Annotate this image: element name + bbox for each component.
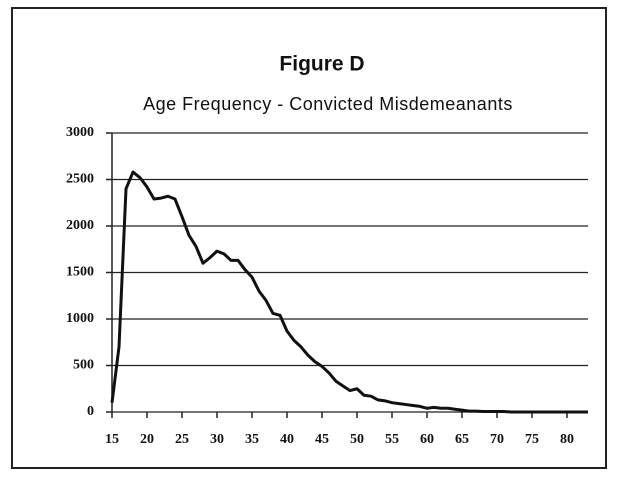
- x-tick-label: 15: [105, 432, 119, 447]
- x-tick-label: 50: [350, 432, 364, 447]
- data-line: [110, 170, 588, 414]
- y-tick-label: 1500: [66, 265, 94, 280]
- x-tick-label: 70: [490, 432, 504, 447]
- y-tick-label: 500: [73, 358, 94, 373]
- y-tick-label: 1000: [66, 311, 94, 326]
- x-tick-label: 80: [560, 432, 574, 447]
- x-tick-label: 55: [385, 432, 399, 447]
- chart-title: Figure D: [279, 53, 364, 76]
- y-tick-label: 3000: [66, 125, 94, 140]
- x-tick-label: 40: [280, 432, 294, 447]
- x-tick-label: 65: [455, 432, 469, 447]
- x-tick-label: 25: [175, 432, 189, 447]
- y-tick-label: 2000: [66, 218, 94, 233]
- x-tick-label: 30: [210, 432, 224, 447]
- x-tick-label: 20: [140, 432, 154, 447]
- x-tick-label: 45: [315, 432, 329, 447]
- y-tick-label: 0: [87, 404, 94, 419]
- frame: [11, 7, 607, 469]
- x-tick-label: 60: [420, 432, 434, 447]
- chart-subtitle: Age Frequency - Convicted Misdemeanants: [143, 94, 513, 114]
- x-tick-label: 75: [525, 432, 539, 447]
- y-tick-label: 2500: [66, 172, 94, 187]
- x-tick-label: 35: [245, 432, 259, 447]
